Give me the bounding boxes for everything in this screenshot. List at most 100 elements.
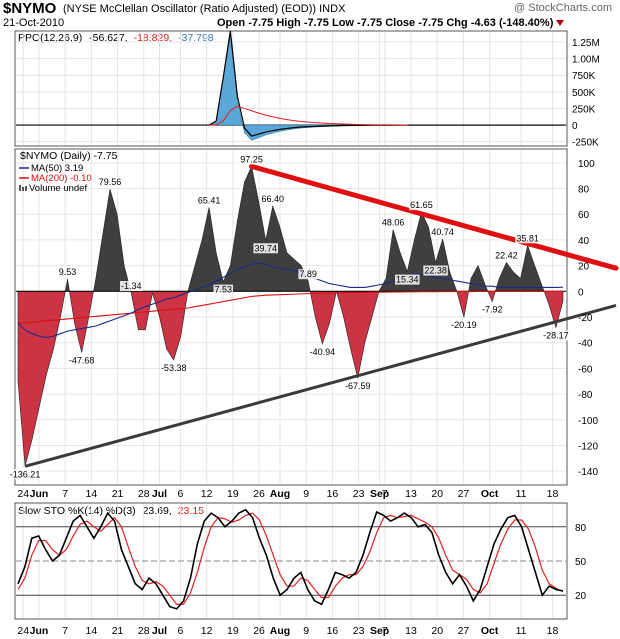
open-label: Open [217, 17, 246, 29]
ppo-frame [14, 30, 568, 147]
nymo-ylabel: -80 [578, 390, 593, 401]
stoch-xtick-label: Sep [370, 625, 389, 637]
nymo-value-label: 35.81 [516, 233, 539, 243]
stoch-xtick-label: Oct [481, 625, 499, 637]
nymo-value-label: -28.17 [543, 330, 569, 340]
close-label: Close [385, 17, 416, 29]
nymo-xtick-label: 26 [253, 488, 265, 500]
nymo-ylabel: -100 [578, 416, 598, 427]
stoch-ylabel: 20 [575, 591, 587, 602]
nymo-panel: -136.21 9.53 -47.68 79.56 -1.34 -53.38 65.41 7.… [8, 148, 619, 486]
quote-date: 21-Oct-2010 [3, 17, 65, 29]
nymo-xtick-label: 21 [112, 488, 124, 500]
nymo-value-label: 7.53 [214, 285, 232, 295]
nymo-ylabel: 40 [578, 236, 590, 247]
nymo-value-label: -53.38 [161, 363, 187, 373]
stoch-xtick-label: 28 [138, 625, 150, 637]
volume-legend-swatch-2 [22, 187, 24, 191]
ma200-line [17, 290, 563, 324]
nymo-xtick-label: 18 [547, 488, 559, 500]
nymo-xtick-label: 19 [227, 488, 239, 500]
nymo-xtick-label: 27 [458, 488, 470, 500]
ticker-symbol: $NYMO [3, 0, 57, 17]
ppo-ylabel: 750K [572, 71, 596, 82]
nymo-xtick-label: 23 [353, 488, 365, 500]
nymo-xtick-label: 7 [382, 488, 388, 500]
volume-legend-label: Volume undef [29, 183, 87, 194]
ma200-legend-label: MA(200) -0.10 [31, 173, 92, 184]
stoch-d-line [17, 512, 564, 605]
stoch-xtick-label: 9 [303, 625, 309, 637]
stoch-xtick-label: 7 [382, 625, 388, 637]
nymo-value-label: -47.68 [69, 356, 95, 366]
chg-label: Chg [446, 17, 468, 29]
nymo-ylabel: -40 [578, 339, 593, 350]
stoch-xtick-label: 19 [227, 625, 239, 637]
ppo-ylabel: 250K [572, 104, 596, 115]
nymo-value-label-bg [97, 177, 123, 188]
stoch-xtick-label: 24 [17, 625, 29, 637]
nymo-value-label: 79.56 [99, 177, 122, 187]
nymo-value-label-bg [395, 274, 420, 285]
nymo-value-label: -1.34 [121, 281, 142, 291]
ma50-line [17, 262, 564, 339]
nymo-xtick-label: 14 [86, 488, 98, 500]
nymo-xtick-label: Sep [370, 488, 389, 500]
ohlc-bar: Open -7.75 High -7.75 Low -7.75 Close -7… [217, 17, 565, 29]
ppo-panel: PPO(12,26,9) -56.627, -18.829, -37.798 1… [14, 30, 600, 149]
stoch-ylabel: 50 [575, 557, 587, 568]
nymo-value-label-bg [430, 226, 455, 237]
stoch-xtick-label: 14 [86, 625, 98, 637]
nymo-value-label: 48.06 [382, 218, 405, 228]
nymo-value-label-bg [57, 267, 78, 278]
nymo-xtick-label: 28 [138, 488, 150, 500]
ppo-line [208, 30, 563, 137]
stoch-frame [14, 502, 568, 620]
nymo-value-label: 97.25 [240, 154, 263, 164]
ppo-ylabel: -250K [572, 138, 599, 149]
ppo-legend-name: PPO(12,26,9) -56.627, -18.829, -37.798 [18, 32, 214, 44]
nymo-value-label: 9.53 [59, 267, 77, 277]
nymo-ylabel: 80 [578, 185, 590, 196]
nymo-ylabel: -60 [578, 364, 593, 375]
nymo-value-label-bg [450, 320, 478, 331]
stoch-legend: Slow STO %K(14) %D(3) 23.69, 23.15 [18, 505, 204, 517]
stoch-xtick-label: 12 [201, 625, 213, 637]
nymo-xtick-label: 12 [201, 488, 213, 500]
nymo-value-label-bg [409, 200, 434, 211]
nymo-value-label-bg [159, 362, 188, 373]
nymo-value-label: -67.59 [345, 381, 371, 391]
nymo-ylabel: 100 [578, 159, 595, 170]
ma50-legend-label: MA(50) 3.19 [31, 163, 83, 174]
nymo-xtick-label: 6 [178, 488, 184, 500]
stoch-xtick-label: 16 [327, 625, 339, 637]
nymo-value-label: 22.42 [495, 251, 518, 261]
nymo-value-label: 61.65 [410, 200, 433, 210]
nymo-value-label-bg [260, 194, 286, 205]
volume-legend-swatch-3 [25, 186, 27, 191]
stoch-xtick-label: 13 [405, 625, 417, 637]
stoch-xtick-label: 26 [253, 625, 265, 637]
nymo-xtick-label: 7 [62, 488, 68, 500]
nymo-value-label-bg [196, 195, 222, 206]
stoch-xtick-label: 23 [353, 625, 365, 637]
nymo-legend-title: $NYMO (Daily) -7.75 [20, 150, 118, 162]
nymo-value-label: 15.34 [396, 275, 419, 285]
stoch-xtick-label: Jul [152, 625, 167, 637]
ppo-ylabel: 0 [572, 121, 578, 132]
nymo-xtick-label: Jun [30, 488, 49, 500]
nymo-value-label-bg [239, 154, 264, 165]
nymo-value-label-bg [343, 381, 372, 392]
nymo-ylabel: 0 [578, 287, 584, 298]
nymo-value-label: 39.74 [254, 243, 277, 253]
nymo-value-label: 65.41 [198, 195, 221, 205]
nymo-xtick-label: 11 [516, 488, 527, 500]
stoch-xtick-label: 18 [547, 625, 559, 637]
down-arrow-icon [556, 20, 565, 27]
stoch-xtick-label: 11 [516, 625, 527, 637]
nymo-value-label-bg [308, 346, 337, 357]
nymo-frame [14, 148, 568, 486]
nymo-value-label: -20.19 [451, 320, 477, 330]
chg-value: -4.63 (-148.40%) [470, 17, 554, 29]
stockcharts-logo: @ StockCharts.com [514, 2, 612, 14]
